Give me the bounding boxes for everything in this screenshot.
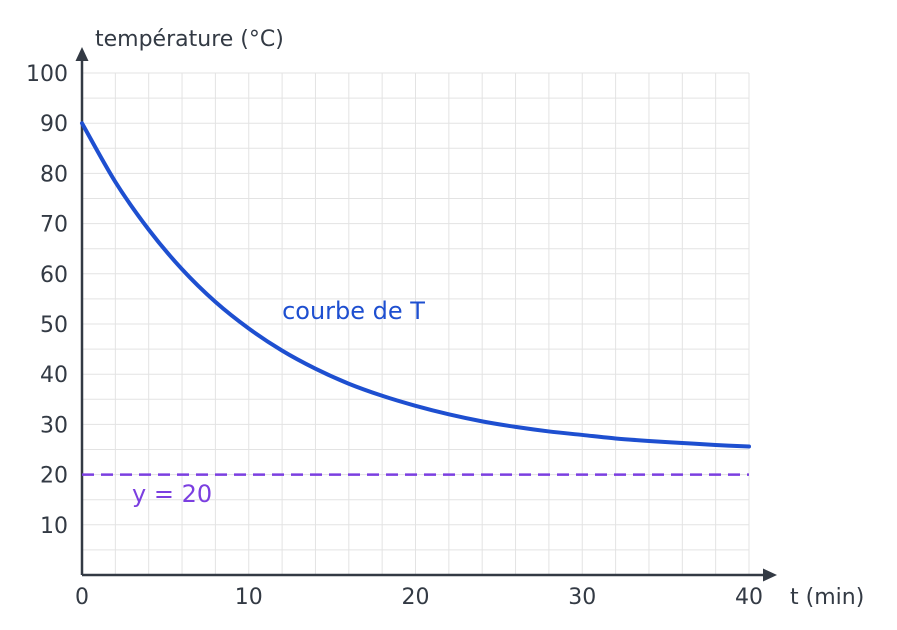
axes: [75, 47, 777, 582]
y-tick-label: 50: [40, 313, 68, 338]
y-axis-label: température (°C): [95, 27, 284, 52]
y-axis-arrow: [75, 47, 89, 61]
x-axis-label: t (min): [790, 585, 864, 610]
x-tick-label: 40: [735, 585, 763, 610]
x-tick-label: 20: [402, 585, 430, 610]
x-axis-arrow: [763, 568, 777, 582]
series: [80, 121, 751, 476]
x-tick-label: 0: [75, 585, 89, 610]
y-tick-label: 80: [40, 162, 68, 187]
y-tick-label: 70: [40, 213, 68, 238]
y-tick-label: 30: [40, 413, 68, 438]
grid: [82, 72, 750, 575]
y-tick-label: 100: [26, 62, 68, 87]
annotations: courbe de T y = 20: [132, 297, 425, 508]
annotation-label: y = 20: [132, 480, 212, 508]
y-tick-label: 20: [40, 464, 68, 489]
y-tick-label: 10: [40, 514, 68, 539]
x-tick-label: 30: [568, 585, 596, 610]
tick-labels: 0 10 20 30 40 10 20 30 40 50 60 70 80 90 100: [26, 62, 763, 610]
y-tick-label: 60: [40, 263, 68, 288]
annotation-label: courbe de T: [282, 297, 425, 325]
temperature-curve: [80, 121, 751, 449]
x-tick-label: 10: [235, 585, 263, 610]
y-tick-label: 90: [40, 112, 68, 137]
y-tick-label: 40: [40, 363, 68, 388]
